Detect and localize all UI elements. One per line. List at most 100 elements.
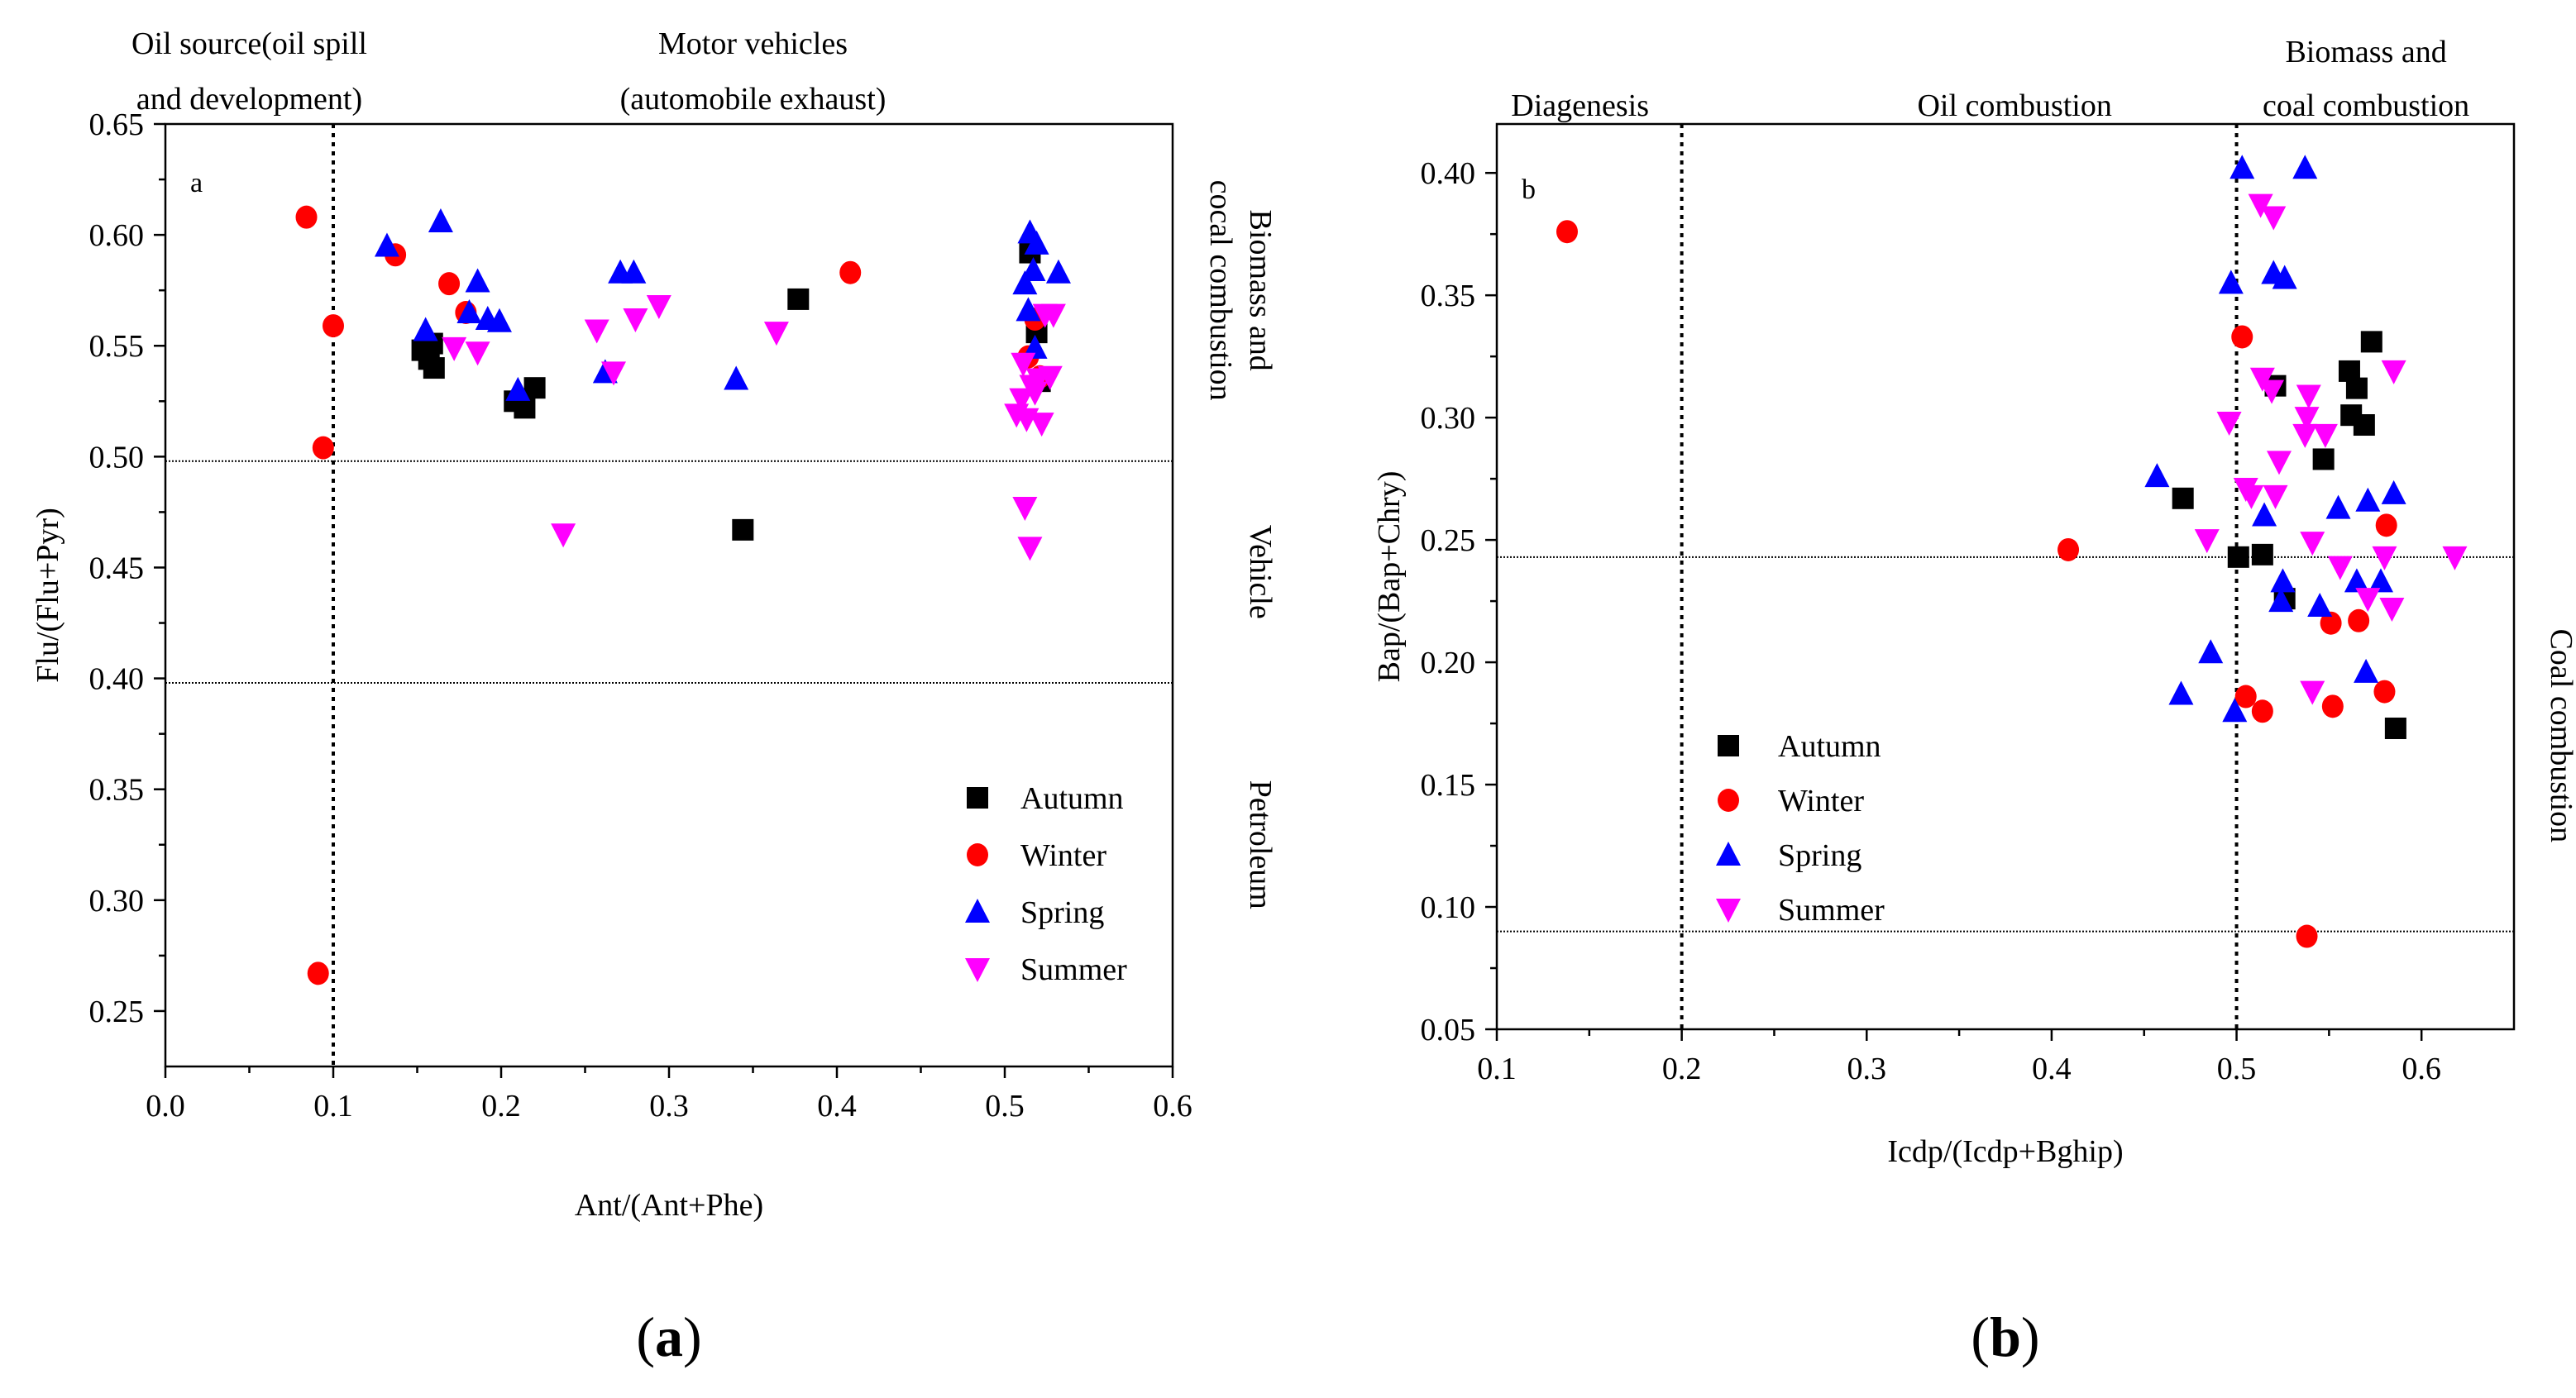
region-annotation: Coal combustion [2544, 629, 2576, 843]
data-point-winter [307, 961, 329, 985]
y-tick-label: 0.05 [1421, 1013, 1476, 1047]
x-axis-label-b: Icdp/(Icdp+Bghip) [1887, 1134, 2123, 1169]
data-point-winter [2320, 611, 2342, 635]
top-annotations-a: Oil source(oil spill and development) Moto… [131, 26, 886, 117]
data-point-spring [2381, 480, 2406, 504]
y-tick-label: 0.15 [1421, 768, 1476, 803]
data-point-summer [2379, 597, 2405, 622]
data-point-winter [2251, 699, 2273, 723]
y-tick-label: 0.35 [89, 773, 145, 808]
data-point-summer [551, 523, 576, 548]
data-point-summer [623, 308, 648, 333]
data-point-summer [1029, 413, 1054, 437]
legend-label: Autumn [1778, 729, 1881, 764]
legend-marker-winter [967, 843, 988, 866]
legend-label: Spring [1020, 895, 1104, 930]
threshold-hlines [165, 460, 1173, 684]
data-point-autumn [732, 518, 754, 541]
data-point-summer [2216, 412, 2242, 437]
data-point-spring [1045, 259, 1071, 284]
y-tick-label: 0.20 [1421, 646, 1476, 680]
x-tick-label: 0.3 [649, 1089, 689, 1124]
y-tick-label: 0.25 [89, 995, 145, 1029]
data-point-summer [2249, 367, 2275, 392]
region-annotation: and development) [136, 82, 362, 117]
y-tick-label: 0.55 [89, 329, 145, 364]
data-point-autumn [2227, 546, 2249, 568]
region-annotation: Biomass and [1243, 210, 1278, 371]
legend-label: Summer [1778, 893, 1885, 928]
data-point-autumn [2353, 414, 2375, 437]
data-point-autumn [2312, 448, 2335, 470]
region-annotation: coal combustion [2263, 88, 2469, 123]
y-tick-label: 0.25 [1421, 523, 1476, 558]
data-point-winter [2321, 694, 2344, 718]
chart-panel-b: 0.1 0.2 0.3 0.4 0.5 0.6 0.050.100.150.200.250… [1372, 35, 2576, 1368]
data-point-summer [2327, 556, 2353, 580]
data-point-spring [2272, 265, 2297, 289]
data-point-spring [2230, 155, 2255, 179]
data-point-winter [438, 272, 461, 296]
y-axis-ticks-a: 0.25 0.30 0.35 0.40 0.45 0.50 0.55 0.60 0.65 [89, 107, 165, 1029]
chart-panel-a: 0.0 0.1 0.2 0.3 0.4 0.5 0.6 0.250.300.350.400.… [31, 26, 1278, 1368]
data-point-autumn [423, 357, 445, 379]
y-axis-label-a: Flu/(Flu+Pyr) [31, 508, 65, 682]
x-tick-label: 0.3 [1847, 1052, 1887, 1086]
data-point-spring [724, 365, 749, 390]
data-point-spring [621, 259, 647, 284]
y-axis-ticks-b: 0.05 0.10 0.15 0.20 0.25 0.30 0.35 0.40 [1421, 156, 1497, 1047]
data-point-summer [2263, 484, 2288, 509]
legend-marker-autumn [967, 787, 988, 809]
region-annotation: Motor vehicles [658, 26, 848, 61]
data-point-autumn [2251, 543, 2273, 565]
data-point-summer [442, 336, 467, 361]
x-tick-label: 0.2 [481, 1089, 521, 1124]
data-point-summer [763, 322, 789, 346]
data-point-spring [505, 376, 531, 401]
region-annotation: Diagenesis [1511, 88, 1649, 123]
data-point-spring [2325, 494, 2351, 519]
data-point-summer [2296, 384, 2321, 409]
region-annotation: Oil source(oil spill [131, 26, 367, 61]
data-point-summer [2294, 407, 2320, 432]
x-tick-label: 0.2 [1662, 1052, 1702, 1086]
region-annotation: cocal combustion [1203, 180, 1238, 401]
data-point-winter [2373, 680, 2396, 704]
legend-marker-spring [1716, 842, 1741, 866]
data-point-spring [2198, 639, 2224, 664]
x-tick-label: 0.6 [1153, 1089, 1192, 1124]
data-point-spring [486, 308, 512, 332]
y-tick-label: 0.40 [1421, 156, 1476, 191]
data-point-spring [465, 268, 490, 293]
data-point-spring [456, 299, 482, 323]
x-tick-label: 0.1 [1477, 1052, 1517, 1086]
data-point-summer [2259, 379, 2285, 404]
x-axis-ticks-a: 0.0 0.1 0.2 0.3 0.4 0.5 0.6 [146, 1066, 1192, 1124]
top-annotations-b: Diagenesis Oil combustion Biomass and coal … [1511, 35, 2469, 123]
region-annotation: Vehicle [1243, 525, 1278, 619]
y-axis-label-b: Bap/(Bap+Chry) [1372, 471, 1407, 683]
y-tick-label: 0.30 [89, 884, 145, 918]
x-tick-label: 0.5 [2217, 1052, 2257, 1086]
x-tick-label: 0.0 [146, 1089, 185, 1124]
region-annotation: (automobile exhaust) [620, 82, 887, 117]
data-point-winter [2348, 608, 2370, 632]
legend-a: Autumn Winter Spring Summer [965, 781, 1127, 987]
data-point-spring [374, 232, 399, 257]
data-point-summer [584, 319, 609, 344]
y-tick-label: 0.45 [89, 551, 145, 585]
data-point-summer [2355, 588, 2381, 613]
data-point-spring [1020, 257, 1046, 282]
data-point-summer [2372, 546, 2397, 570]
data-point-summer [1037, 365, 1063, 390]
legend-marker-summer [1716, 899, 1741, 923]
data-point-autumn [523, 377, 546, 399]
data-point-winter [2057, 537, 2080, 561]
data-point-autumn [2360, 331, 2382, 353]
data-point-spring [2307, 593, 2333, 618]
y-tick-label: 0.30 [1421, 401, 1476, 436]
data-point-summer [2300, 532, 2325, 556]
legend-label: Summer [1020, 952, 1127, 987]
